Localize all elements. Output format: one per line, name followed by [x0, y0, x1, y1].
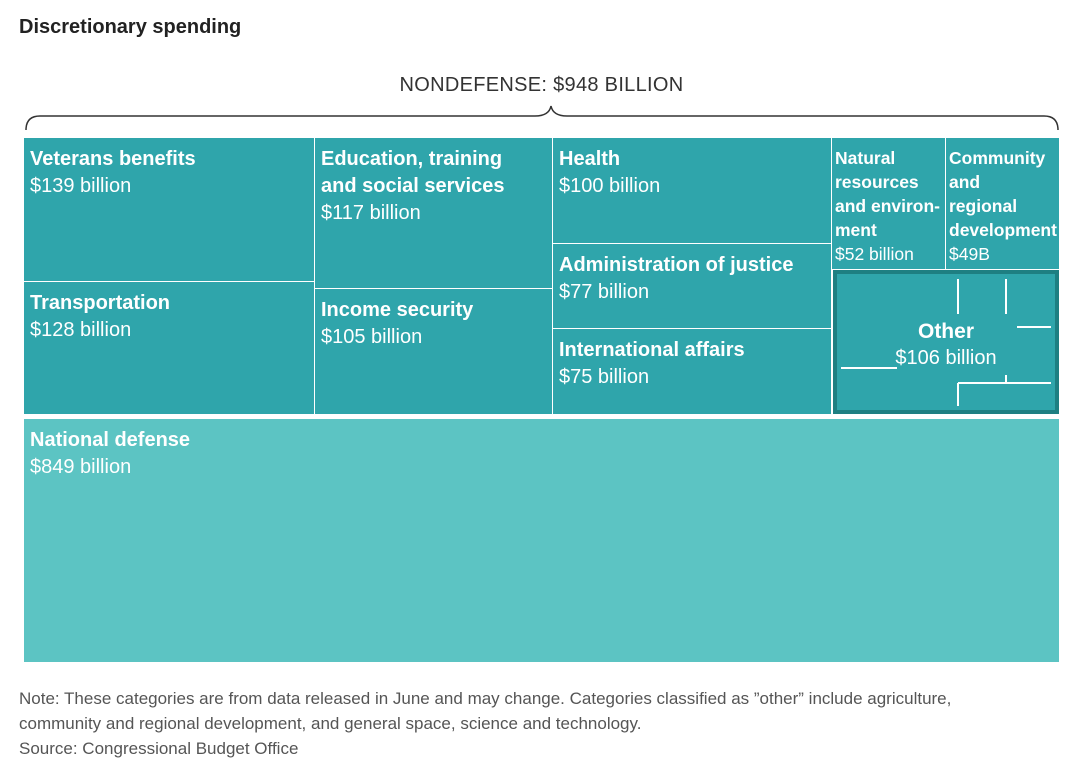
note-line-2: community and regional development, and … [19, 714, 642, 733]
treemap-tile-income-security: Income security $105 billion [315, 289, 552, 414]
other-subdivision-lines [837, 274, 1055, 410]
tile-name: Income security [321, 299, 474, 321]
tile-name: Transportation [30, 292, 171, 314]
treemap-tile-international-affairs: International affairs $75 billion [553, 329, 831, 414]
tile-name: Other [917, 320, 974, 343]
tile-name: International affairs [559, 339, 745, 361]
treemap-tile-veterans-benefits: Veterans benefits $139 billion [24, 138, 314, 281]
chart-title: Discretionary spending [19, 16, 242, 38]
treemap-tile-education-training-and-social-services: Education, training and social services $1… [315, 138, 552, 288]
tile-value: $106 billion [895, 347, 997, 369]
tile-value: $128 billion [30, 319, 132, 341]
treemap-tile-health: Health $100 billion [553, 138, 831, 243]
tile-value: $105 billion [321, 326, 423, 348]
tile-name: Veterans benefits [30, 148, 196, 170]
treemap-tile-transportation: Transportation $128 billion [24, 282, 314, 414]
tile-value: $52 billion [835, 244, 914, 264]
treemap-tile-other: Other $106 billion [833, 270, 1059, 414]
treemap-tile-administration-of-justice: Administration of justice $77 billion [553, 244, 831, 328]
note-line-1: Note: These categories are from data rel… [19, 689, 952, 708]
tile-value: $100 billion [559, 175, 661, 197]
tile-name: Administration of justice [559, 254, 794, 276]
tile-value: $139 billion [30, 175, 132, 197]
nondefense-group-label: NONDEFENSE: $948 BILLION [399, 74, 684, 96]
tile-name: Community and regional development [949, 148, 1057, 240]
tile-value: $117 billion [321, 202, 421, 224]
tile-value: $75 billion [559, 366, 650, 388]
tile-value: $49B [949, 244, 990, 264]
treemap-tile-national-defense: National defense $849 billion [24, 419, 1059, 662]
nondefense-bracket [25, 105, 1059, 131]
chart-note: Note: These categories are from data rel… [19, 686, 1059, 761]
treemap-tile-community-and-regional-development: Community and regional development $49B [946, 138, 1059, 269]
tile-value: $849 billion [30, 456, 132, 478]
tile-name: Education, training and social services [321, 148, 505, 197]
tile-name: Natural resources and environ-ment [835, 148, 941, 240]
treemap-tile-natural-resources-and-environ-ment: Natural resources and environ-ment $52 bill… [832, 138, 945, 269]
source-line: Source: Congressional Budget Office [19, 739, 299, 758]
tile-name: National defense [30, 429, 191, 451]
tile-name: Health [559, 148, 621, 170]
tile-value: $77 billion [559, 281, 650, 303]
